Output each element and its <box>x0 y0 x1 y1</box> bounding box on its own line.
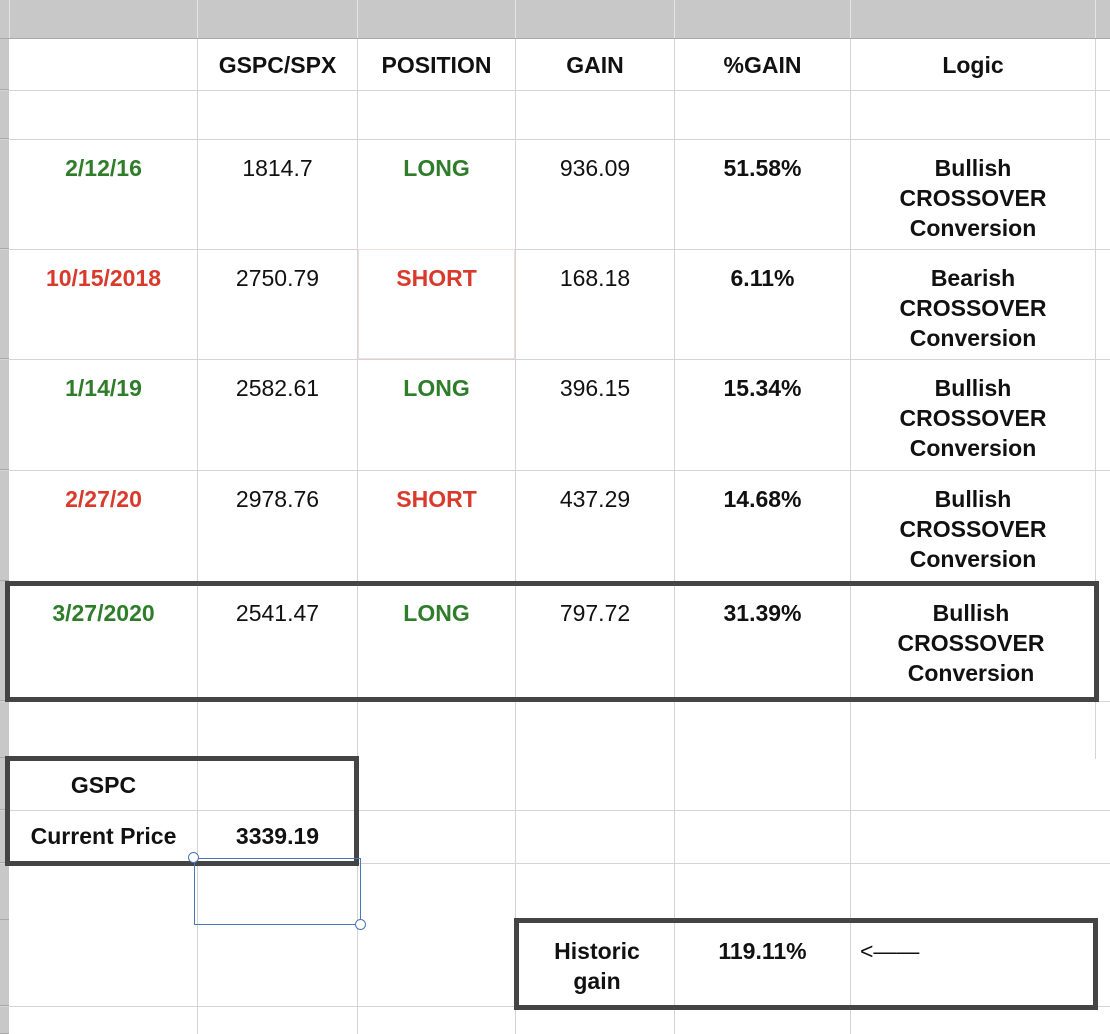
trade-date-cell[interactable]: 10/15/2018 <box>45 265 162 291</box>
trade-logic-cell[interactable]: Bullish CROSSOVER Conversion <box>899 375 1047 461</box>
historic-gain-value[interactable]: 119.11% <box>718 938 807 964</box>
grid-line-horizontal <box>0 249 1110 250</box>
column-header-d[interactable] <box>516 0 675 38</box>
column-header-f[interactable] <box>851 0 1096 38</box>
column-header-strip <box>0 0 1110 39</box>
row-header-6[interactable] <box>0 470 9 581</box>
row-header-12[interactable] <box>0 920 9 1006</box>
grid-line-horizontal <box>0 863 1110 864</box>
column-title-pct-gain[interactable]: %GAIN <box>723 52 802 78</box>
current-price-label[interactable]: Current Price <box>30 823 177 849</box>
row-header-10[interactable] <box>0 810 9 863</box>
row-header-4[interactable] <box>0 249 9 359</box>
column-title-position[interactable]: POSITION <box>381 52 492 78</box>
trade-price-cell[interactable]: 2541.47 <box>235 600 320 626</box>
latest-trade-highlight-box <box>5 581 1099 702</box>
column-header-c[interactable] <box>358 0 516 38</box>
grid-line-vertical <box>515 39 516 1034</box>
trade-date-cell[interactable]: 3/27/2020 <box>52 600 155 626</box>
trade-date-cell[interactable]: 2/12/16 <box>65 155 142 181</box>
trade-date-cell[interactable]: 1/14/19 <box>65 375 142 401</box>
selected-cell[interactable] <box>194 858 361 925</box>
selection-handle-top-left[interactable] <box>188 852 199 863</box>
trade-logic-cell[interactable]: Bearish CROSSOVER Conversion <box>899 265 1047 351</box>
grid-line-vertical <box>357 39 358 1034</box>
grid-line-horizontal <box>0 90 1110 91</box>
trade-price-cell[interactable]: 2750.79 <box>235 265 320 291</box>
trade-position-cell[interactable]: LONG <box>403 375 470 401</box>
ticker-label[interactable]: GSPC <box>70 772 137 798</box>
column-header-a[interactable] <box>10 0 198 38</box>
trade-gain-cell[interactable]: 437.29 <box>559 486 631 512</box>
trade-logic-cell[interactable]: Bullish CROSSOVER Conversion <box>899 486 1047 572</box>
row-header-5[interactable] <box>0 359 9 470</box>
column-header-b[interactable] <box>198 0 358 38</box>
grid-line-vertical <box>850 758 851 1034</box>
historic-gain-label[interactable]: Historic gain <box>554 938 640 994</box>
row-header-9[interactable] <box>0 758 9 810</box>
trade-pct-gain-cell[interactable]: 14.68% <box>723 486 802 512</box>
grid-line-vertical <box>1095 39 1096 759</box>
row-header-1[interactable] <box>0 39 9 90</box>
grid-line-horizontal <box>0 810 1110 811</box>
grid-line-horizontal <box>0 359 1110 360</box>
trade-gain-cell[interactable]: 936.09 <box>559 155 631 181</box>
row-header-2[interactable] <box>0 90 9 139</box>
grid-line-horizontal <box>0 139 1110 140</box>
trade-gain-cell[interactable]: 797.72 <box>559 600 631 626</box>
column-title-gspc-spx[interactable]: GSPC/SPX <box>218 52 337 78</box>
trade-position-cell[interactable]: LONG <box>403 155 470 181</box>
historic-gain-box <box>514 918 1098 1010</box>
row-header-11[interactable] <box>0 863 9 920</box>
corner-cell[interactable] <box>0 0 10 38</box>
trade-position-cell[interactable]: SHORT <box>358 249 515 359</box>
trade-price-cell[interactable]: 2582.61 <box>235 375 320 401</box>
column-title-gain[interactable]: GAIN <box>566 52 624 78</box>
historic-gain-arrow[interactable]: <—— <box>860 938 920 964</box>
grid-line-vertical <box>674 39 675 1034</box>
grid-line-horizontal <box>0 470 1110 471</box>
trade-pct-gain-cell[interactable]: 51.58% <box>723 155 802 181</box>
trade-logic-cell[interactable]: Bullish CROSSOVER Conversion <box>899 155 1047 241</box>
trade-logic-cell[interactable]: Bullish CROSSOVER Conversion <box>897 600 1045 686</box>
trade-position-cell[interactable]: LONG <box>403 600 470 626</box>
trade-date-cell[interactable]: 2/27/20 <box>65 486 142 512</box>
trade-price-cell[interactable]: 2978.76 <box>235 486 320 512</box>
column-header-e[interactable] <box>675 0 851 38</box>
current-price-value[interactable]: 3339.19 <box>235 823 320 849</box>
column-title-logic[interactable]: Logic <box>942 52 1004 78</box>
current-price-box <box>5 756 359 866</box>
row-header-7[interactable] <box>0 581 9 701</box>
row-header-8[interactable] <box>0 701 9 758</box>
trade-gain-cell[interactable]: 168.18 <box>559 265 631 291</box>
row-header-13[interactable] <box>0 1006 9 1034</box>
grid-line-vertical <box>197 39 198 1034</box>
trade-position-cell[interactable]: SHORT <box>396 486 477 512</box>
row-header-3[interactable] <box>0 139 9 249</box>
trade-gain-cell[interactable]: 396.15 <box>559 375 631 401</box>
trade-price-cell[interactable]: 1814.7 <box>242 155 313 181</box>
grid-line-vertical <box>850 39 851 759</box>
trade-pct-gain-cell[interactable]: 6.11% <box>730 265 795 291</box>
trade-pct-gain-cell[interactable]: 31.39% <box>723 600 802 626</box>
trade-pct-gain-cell[interactable]: 15.34% <box>723 375 802 401</box>
selection-handle-bottom-right[interactable] <box>355 919 366 930</box>
